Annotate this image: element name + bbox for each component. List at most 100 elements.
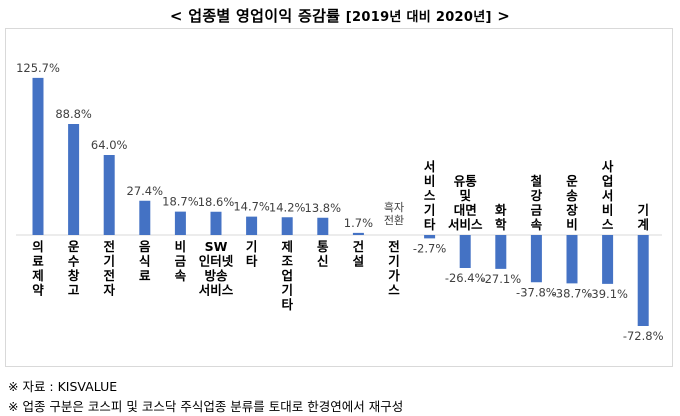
category-label-17-0: 기: [637, 203, 649, 218]
bar-7: [281, 217, 293, 235]
value-label-0: 125.7%: [16, 61, 60, 75]
value-label-13: -27.1%: [480, 272, 521, 286]
value-label-16: -39.1%: [587, 287, 628, 301]
category-label-5-1: 인터넷: [199, 254, 234, 269]
category-label-5-2: 방송: [204, 268, 228, 283]
bar-1: [68, 124, 80, 235]
bar-chart: 125.7%의료제약88.8%운수창고64.0%전기전자27.4%음식료18.7…: [16, 61, 664, 343]
category-label-15-1: 송: [566, 188, 578, 203]
value-label-9: 1.7%: [344, 216, 373, 230]
category-label-8-0: 통: [317, 239, 329, 254]
category-label-16-1: 업: [602, 174, 614, 189]
category-label-11-4: 타: [424, 217, 436, 232]
value-label-3: 27.4%: [127, 184, 164, 198]
category-label-0-1: 료: [32, 254, 44, 269]
category-label-11-2: 스: [424, 188, 436, 203]
value-label-2: 64.0%: [91, 138, 128, 152]
chart-area: 125.7% 의 료 제 약 88.8% 운 수 창 고 64.0% 전 기 전 자 27.4% 음 식 료 18.7…: [5, 28, 673, 367]
category-label-2-3: 자: [103, 283, 115, 298]
category-label-7-2: 업: [281, 268, 293, 283]
category-label-6-1: 타: [246, 254, 258, 269]
category-label-13-1: 학: [495, 217, 507, 232]
value-label-17: -72.8%: [623, 329, 664, 343]
category-label-11-0: 서: [424, 159, 436, 174]
bar-14: [530, 235, 542, 283]
category-label-10-0: 전: [388, 239, 400, 254]
category-label-16-2: 서: [602, 188, 614, 203]
category-label-8-1: 신: [317, 254, 329, 269]
category-label-5-0: SW: [205, 239, 228, 254]
category-label-3-0: 음: [139, 239, 151, 254]
value-label-10-0: 흑자: [384, 200, 404, 214]
category-label-14-0: 철: [531, 174, 543, 189]
category-label-16-0: 사: [602, 159, 614, 174]
category-label-0-2: 제: [32, 268, 44, 283]
bar-2: [103, 155, 115, 235]
category-label-12-0: 유통: [454, 174, 478, 189]
category-label-10-2: 가: [388, 268, 400, 283]
bar-0: [32, 77, 44, 235]
bar-4: [174, 211, 186, 235]
category-label-9-1: 설: [353, 254, 365, 269]
value-label-10-1: 전환: [384, 214, 404, 227]
category-label-14-3: 속: [531, 217, 543, 232]
category-label-0-3: 약: [32, 283, 44, 298]
category-label-0-0: 의: [32, 239, 44, 254]
bar-5: [210, 211, 222, 235]
category-label-1-3: 고: [68, 283, 80, 298]
category-label-12-3: 서비스: [448, 217, 483, 232]
value-label-6: 14.7%: [233, 200, 270, 214]
value-label-8: 13.8%: [305, 201, 342, 215]
category-label-2-0: 전: [103, 239, 115, 254]
method-note: ※ 업종 구분은 코스피 및 코스닥 주식업종 분류를 토대로 한경연에서 재구…: [8, 399, 404, 414]
source-note: ※ 자료 : KISVALUE: [8, 379, 118, 394]
title-end: >: [497, 7, 511, 25]
category-label-9-0: 건: [353, 239, 365, 254]
value-label-15: -38.7%: [552, 286, 593, 300]
category-label-12-2: 대면: [454, 203, 477, 218]
category-label-1-2: 창: [68, 268, 80, 283]
category-label-15-3: 비: [566, 217, 578, 232]
category-label-17-1: 계: [637, 217, 649, 232]
chart-title: < 업종별 영업이익 증감률 [2019년 대비 2020년] >: [0, 5, 680, 26]
category-label-10-3: 스: [388, 283, 400, 298]
title-main: < 업종별 영업이익 증감률: [169, 7, 341, 25]
category-label-11-3: 기: [424, 203, 436, 218]
category-label-7-0: 제: [281, 239, 293, 254]
category-label-3-2: 료: [139, 268, 151, 283]
category-label-5-3: 서비스: [199, 283, 234, 298]
category-label-4-2: 속: [175, 268, 187, 283]
category-label-12-1: 및: [459, 188, 471, 203]
category-label-1-0: 운: [68, 239, 80, 254]
value-label-11: -2.7%: [413, 241, 446, 255]
category-label-11-1: 비: [424, 174, 436, 189]
value-label-1: 88.8%: [55, 107, 92, 121]
category-label-7-3: 기: [281, 283, 293, 298]
category-label-14-1: 강: [531, 188, 543, 203]
value-label-4: 18.7%: [162, 195, 199, 209]
bar-11: [424, 235, 436, 239]
category-label-16-3: 비: [602, 203, 614, 218]
value-label-14: -37.8%: [516, 285, 557, 299]
category-label-4-1: 금: [175, 254, 187, 269]
bar-12: [459, 235, 471, 268]
category-label-16-4: 스: [602, 217, 614, 232]
category-label-10-1: 기: [388, 254, 400, 269]
category-label-3-1: 식: [139, 254, 151, 269]
category-label-1-1: 수: [68, 254, 80, 269]
value-label-12: -26.4%: [445, 271, 486, 285]
category-label-4-0: 비: [175, 239, 187, 254]
category-label-6-0: 기: [246, 239, 258, 254]
bar-8: [317, 217, 329, 235]
category-label-13-0: 화: [495, 203, 507, 218]
bar-13: [495, 235, 507, 269]
bar-16: [602, 235, 614, 284]
bar-9: [352, 232, 364, 235]
category-label-7-4: 타: [281, 297, 293, 312]
bar-6: [246, 216, 258, 235]
value-label-7: 14.2%: [269, 200, 306, 214]
title-sub: [2019년 대비 2020년]: [345, 10, 492, 25]
bar-3: [139, 200, 151, 235]
category-label-15-0: 운: [566, 174, 578, 189]
